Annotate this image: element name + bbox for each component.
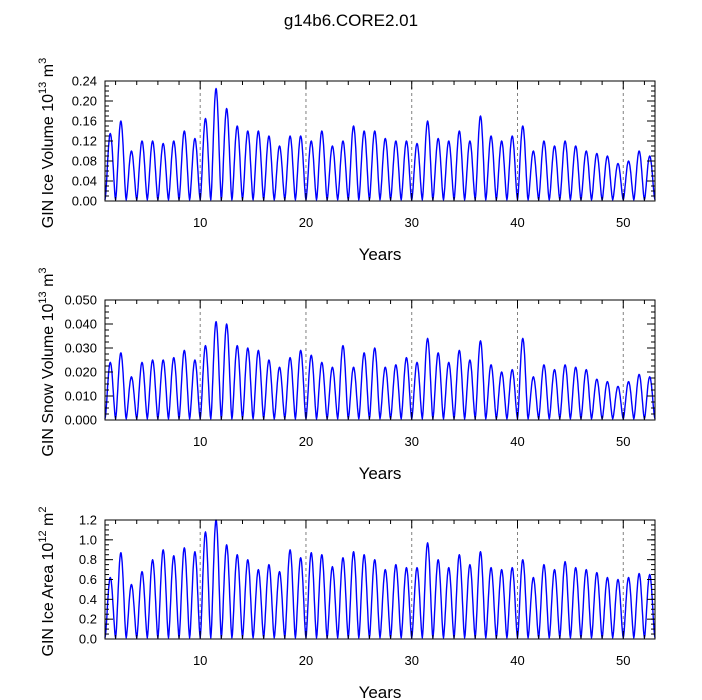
x-tick-label: 10 [193,653,207,668]
x-tick-label: 30 [404,434,418,449]
x-tick-label: 30 [404,215,418,230]
x-axis-title: Years [359,245,402,264]
y-tick-label: 0.8 [79,552,97,567]
y-axis-title-unit: m [40,513,57,531]
x-tick-label: 40 [510,434,524,449]
y-tick-label: 1.0 [79,532,97,547]
y-tick-label: 0.2 [79,612,97,627]
x-tick-label: 10 [193,215,207,230]
y-tick-label: 0.6 [79,572,97,587]
y-axis-title-unit-exponent: 2 [37,507,49,513]
y-axis-title: GIN Ice Volume 1013 m3 [37,58,57,228]
y-tick-label: 0.16 [72,114,97,129]
y-tick-label: 0.030 [64,341,97,356]
plot-frame [104,519,656,640]
x-tick-label: 40 [510,653,524,668]
y-tick-label: 0.000 [64,413,97,428]
chart-panel-1: 10 20 30 40 50 0.00 0.04 0.08 0.12 0.16 0.20 0.24 Ye… [37,58,656,264]
y-axis-title-exponent: 13 [37,291,49,303]
y-axis-title-exponent: 13 [37,82,49,94]
x-tick-label: 50 [616,215,630,230]
y-tick-label: 0.08 [72,154,97,169]
chart-panel-3: 10 20 30 40 50 0.0 0.2 0.4 0.6 0.8 1.0 1.2 Years GIN … [37,507,656,700]
y-tick-label: 0.020 [64,365,97,380]
series-line [104,320,656,420]
y-axis-title-unit: m [40,274,57,292]
y-axis-title-unit: m [40,64,57,82]
y-axis-title-base: GIN Ice Area 10 [40,543,57,657]
series-line [104,87,656,201]
y-tick-label: 0.4 [79,592,97,607]
x-tick-label: 30 [404,653,418,668]
y-tick-label: 0.050 [64,293,97,308]
y-axis-title-base: GIN Ice Volume 10 [40,94,57,228]
x-axis-title: Years [359,683,402,700]
y-tick-label: 1.2 [79,513,97,528]
y-tick-label: 0.00 [72,194,97,209]
y-axis-title-unit-exponent: 3 [37,267,49,273]
x-tick-label: 20 [299,215,313,230]
x-axis-title: Years [359,464,402,483]
series-line [104,519,656,639]
x-tick-label: 20 [299,434,313,449]
y-axis-title-base: GIN Snow Volume 10 [40,303,57,456]
y-axis-title: GIN Ice Area 1012 m2 [37,507,57,657]
chart-title: g14b6.CORE2.01 [284,11,418,30]
x-tick-label: 20 [299,653,313,668]
y-tick-label: 0.04 [72,174,97,189]
x-tick-label: 50 [616,653,630,668]
x-tick-label: 10 [193,434,207,449]
y-axis-title-unit-exponent: 3 [37,58,49,64]
chart-panel-2: 10 20 30 40 50 0.000 0.010 0.020 0.030 0.040 0.050… [37,267,656,483]
y-tick-label: 0.20 [72,94,97,109]
y-tick-label: 0.0 [79,632,97,647]
y-axis-title-exponent: 12 [37,530,49,542]
y-axis-title: GIN Snow Volume 1013 m3 [37,267,57,456]
x-tick-label: 50 [616,434,630,449]
y-tick-label: 0.24 [72,74,97,89]
y-tick-label: 0.010 [64,389,97,404]
y-tick-label: 0.040 [64,317,97,332]
x-tick-label: 40 [510,215,524,230]
y-tick-label: 0.12 [72,134,97,149]
